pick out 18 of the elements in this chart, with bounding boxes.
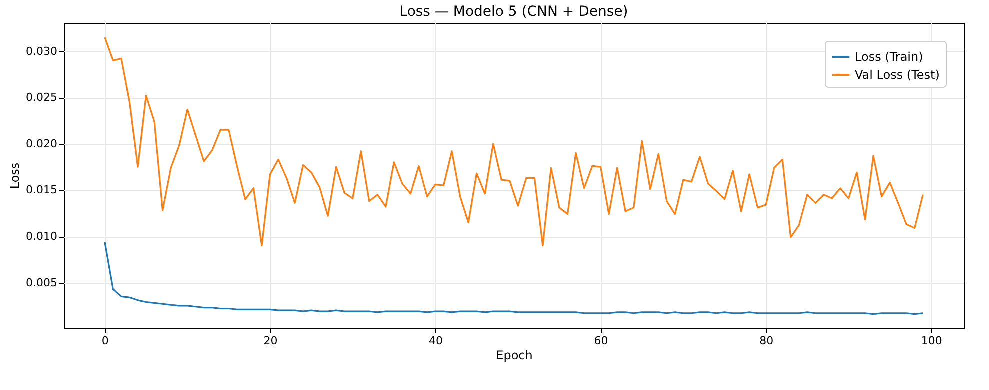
legend-label: Loss (Train)	[855, 50, 924, 64]
y-tick-label: 0.030	[26, 44, 58, 58]
legend-label: Val Loss (Test)	[855, 68, 940, 82]
y-tick-label: 0.010	[26, 230, 58, 244]
x-axis-title: Epoch	[496, 348, 533, 362]
chart-title: Loss — Modelo 5 (CNN + Dense)	[400, 4, 628, 20]
x-tick-label: 60	[594, 334, 608, 348]
line-series	[104, 241, 924, 316]
y-tick-label: 0.025	[26, 91, 58, 104]
y-tick-label: 0.005	[26, 276, 58, 290]
x-tick-label: 20	[264, 334, 278, 348]
y-axis-title: Loss	[8, 162, 22, 190]
x-tick-label: 40	[428, 334, 443, 348]
x-tick-label: 100	[921, 334, 942, 348]
y-tick-label: 0.020	[26, 137, 58, 150]
y-tick-label: 0.015	[26, 184, 58, 197]
x-tick-label: 80	[760, 334, 774, 348]
x-tick-label: 0	[102, 334, 109, 348]
